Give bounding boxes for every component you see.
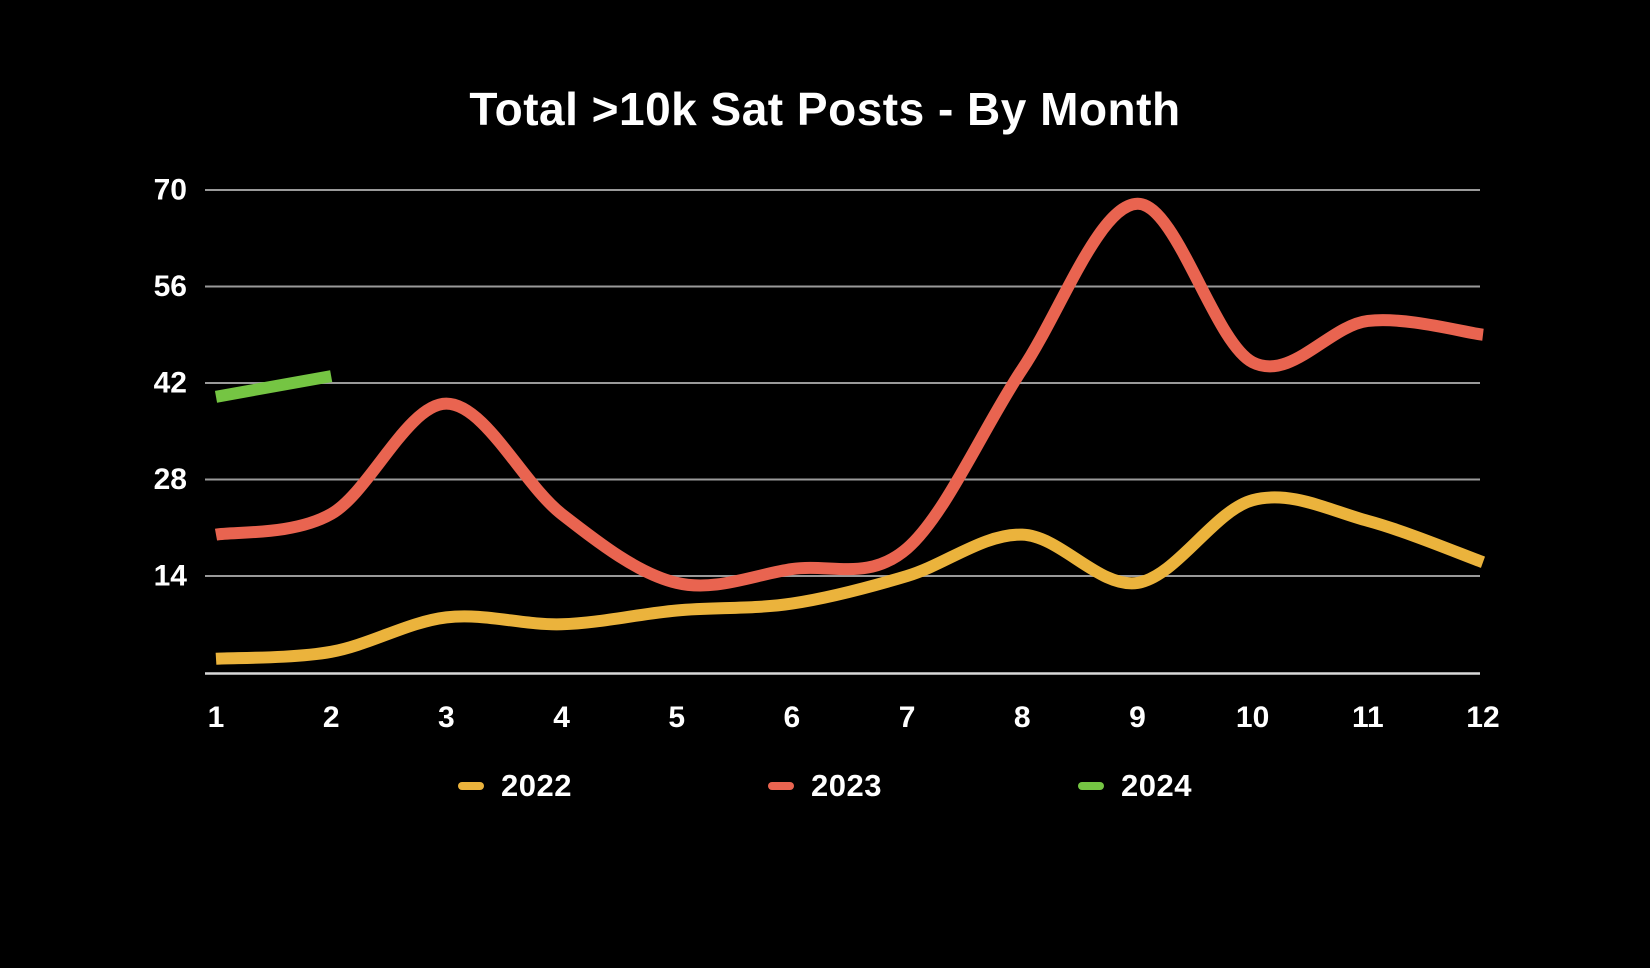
legend-item-2022[interactable]: 2022 — [458, 768, 572, 804]
x-tick-label-7: 7 — [899, 701, 916, 734]
legend-label-2022: 2022 — [501, 768, 573, 803]
series-line-2023 — [214, 197, 1484, 592]
legend-swatch-2024-icon — [1077, 782, 1104, 790]
legend-swatch-2022-icon — [458, 782, 485, 790]
y-tick-label-14: 14 — [154, 560, 188, 593]
legend-swatch-2023-icon — [768, 782, 795, 790]
x-tick-label-11: 11 — [1352, 701, 1384, 734]
x-tick-label-4: 4 — [553, 701, 570, 734]
legend-item-2023[interactable]: 2023 — [768, 768, 882, 804]
chart-title: Total >10k Sat Posts - By Month — [469, 83, 1181, 135]
x-tick-label-2: 2 — [323, 701, 340, 734]
x-tick-label-5: 5 — [668, 701, 685, 734]
y-tick-label-70: 70 — [154, 174, 187, 207]
y-tick-label-42: 42 — [154, 367, 187, 400]
legend-label-2024: 2024 — [1120, 768, 1192, 803]
chart-legend: 2022 2023 2024 — [0, 762, 1650, 810]
legend-item-2024[interactable]: 2024 — [1077, 768, 1192, 804]
series-line-2024 — [214, 370, 333, 403]
y-tick-label-56: 56 — [154, 270, 187, 303]
series-line-2022 — [215, 491, 1486, 665]
x-tick-label-12: 12 — [1466, 701, 1499, 734]
legend-label-2023: 2023 — [811, 768, 882, 803]
x-tick-label-6: 6 — [784, 701, 801, 734]
x-tick-label-1: 1 — [208, 701, 225, 734]
y-tick-label-28: 28 — [154, 463, 187, 496]
x-tick-label-8: 8 — [1014, 701, 1031, 734]
x-tick-label-3: 3 — [438, 701, 455, 734]
x-tick-label-10: 10 — [1236, 701, 1269, 734]
x-tick-label-9: 9 — [1129, 701, 1146, 734]
